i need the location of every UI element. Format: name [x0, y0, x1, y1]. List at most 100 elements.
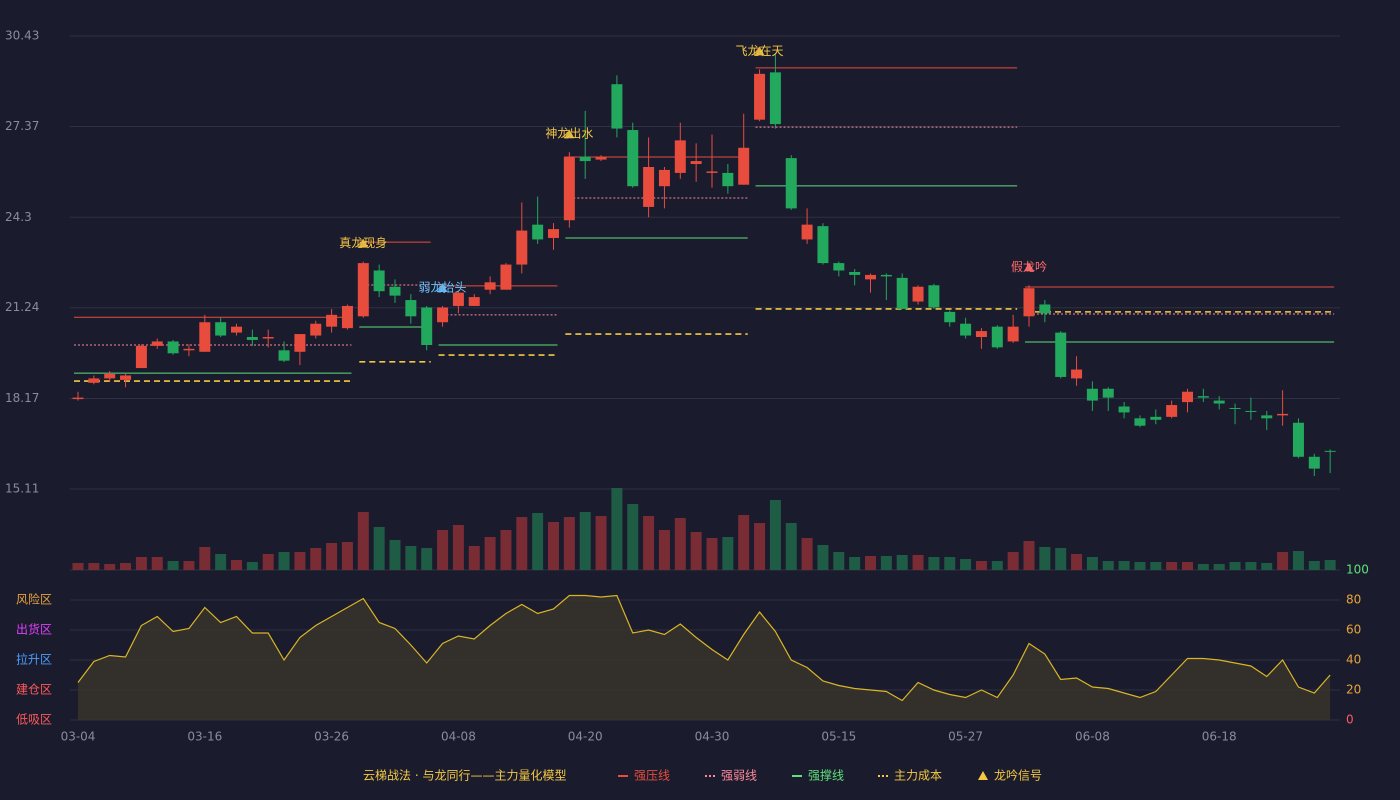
volume-bar: [1292, 551, 1304, 570]
volume-bar: [1277, 552, 1289, 570]
candle-body: [1292, 422, 1304, 457]
volume-bar: [991, 561, 1003, 570]
volume-bar: [1166, 562, 1178, 570]
candle-body: [405, 300, 417, 317]
volume-bar: [1039, 547, 1051, 570]
legend-swatch: [978, 771, 988, 780]
candle-body: [183, 348, 195, 351]
volume-bar: [135, 557, 147, 570]
x-tick-label: 05-27: [948, 730, 983, 744]
volume-bar: [199, 547, 211, 570]
volume-bar: [627, 504, 639, 570]
legend-label: 强撑线: [808, 768, 844, 783]
y2-tick-label: 100: [1346, 563, 1369, 577]
candle-body: [690, 161, 702, 165]
volume-bar: [341, 542, 353, 570]
candle-body: [88, 378, 100, 383]
volume-bar: [801, 538, 813, 570]
volume-bar: [1055, 548, 1067, 570]
volume-bar: [167, 561, 179, 570]
volume-bar: [928, 557, 940, 570]
volume-bar: [151, 557, 163, 570]
volume-bar: [1308, 561, 1320, 570]
candle-body: [484, 282, 496, 290]
y2-tick-label: 40: [1346, 653, 1361, 667]
volume-bar: [1182, 562, 1193, 570]
volume-bar: [421, 548, 433, 570]
x-tick-label: 04-20: [568, 730, 603, 744]
candle-body: [658, 169, 670, 187]
y2-tick-label: 60: [1346, 623, 1361, 637]
candle-body: [1197, 396, 1209, 398]
candle-body: [1039, 304, 1051, 314]
volume-bar: [1023, 541, 1035, 570]
y-tick-label: 15.11: [5, 482, 39, 496]
legend-label: 主力成本: [894, 769, 942, 783]
candle-body: [104, 373, 116, 379]
candle-body: [468, 297, 480, 306]
signal-marker: [564, 129, 575, 139]
volume-bar: [1245, 562, 1257, 570]
x-tick-label: 04-08: [441, 730, 476, 744]
candle-body: [563, 156, 575, 221]
volume-bar: [72, 563, 84, 570]
volume-bar: [595, 516, 607, 570]
volume-bar: [896, 555, 908, 570]
candle-body: [341, 305, 353, 329]
candle-body: [421, 307, 433, 345]
candle-body: [785, 158, 797, 209]
volume-bar: [833, 552, 845, 570]
candle-body: [912, 286, 924, 302]
candle-body: [500, 264, 512, 290]
y2-tick-label: 80: [1346, 593, 1361, 607]
volume-bar: [880, 556, 892, 570]
candle-body: [310, 323, 322, 336]
candle-body: [278, 350, 290, 361]
candle-body: [1213, 400, 1225, 404]
volume-bar: [500, 530, 512, 570]
y-tick-label: 27.37: [5, 119, 39, 133]
volume-bar: [1102, 561, 1114, 570]
volume-bar: [1150, 562, 1162, 570]
legend-label: 强压线: [634, 769, 670, 783]
candle-body: [611, 84, 623, 129]
y-tick-label: 30.43: [5, 29, 39, 43]
candle-body: [72, 397, 84, 400]
candle-body: [896, 277, 908, 309]
candle-body: [865, 274, 876, 280]
candle-body: [199, 322, 211, 352]
candle-body: [1102, 388, 1114, 398]
candle-body: [833, 263, 845, 271]
candle-body: [294, 334, 306, 352]
candle-body: [135, 345, 147, 369]
x-tick-label: 05-15: [821, 730, 856, 744]
candle-body: [1134, 418, 1146, 426]
candle-body: [1277, 413, 1289, 416]
volume-bar: [120, 563, 132, 570]
volume-bar: [849, 557, 861, 570]
candle-body: [738, 147, 750, 185]
candle-body: [880, 274, 892, 277]
candle-body: [722, 172, 734, 187]
candle-body: [231, 326, 242, 333]
volume-bar: [278, 552, 290, 570]
candle-body: [1245, 410, 1257, 412]
candle-body: [215, 322, 227, 336]
candle-body: [674, 140, 686, 173]
volume-bar: [1007, 552, 1019, 570]
candle-body: [944, 311, 956, 323]
candle-body: [627, 130, 639, 187]
candle-body: [1308, 456, 1320, 469]
candle-body: [1166, 405, 1178, 417]
volume-bar: [389, 540, 401, 570]
volume-bar: [484, 537, 496, 570]
volume-bar: [88, 563, 100, 570]
volume-bar: [532, 513, 544, 570]
volume-bar: [674, 518, 686, 570]
volume-bar: [785, 523, 797, 570]
volume-bar: [1213, 564, 1225, 570]
volume-bar: [975, 561, 987, 570]
chart-title: 云梯战法 · 与龙同行——主力量化模型: [363, 769, 566, 783]
candle-body: [1261, 415, 1273, 419]
